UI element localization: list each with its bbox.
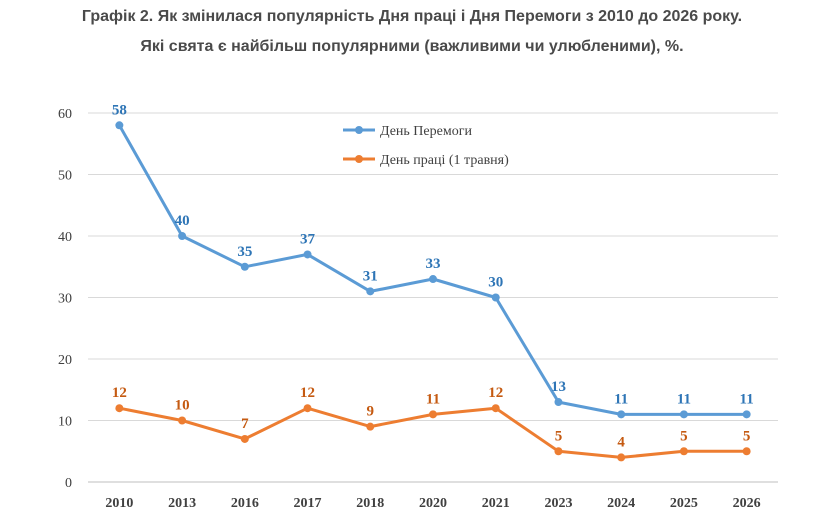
data-label: 5 <box>743 428 751 444</box>
x-tick-label: 2016 <box>231 496 259 511</box>
x-axis: 2010 2013 2016 2017 2018 2020 2021 2023 2024 2025… <box>105 496 760 511</box>
legend-marker <box>355 126 363 134</box>
data-point <box>429 410 437 419</box>
y-tick-label: 50 <box>58 169 72 184</box>
x-tick-label: 2017 <box>294 496 322 511</box>
data-point <box>742 447 751 456</box>
data-point <box>115 121 124 130</box>
data-point <box>491 404 500 413</box>
data-label: 12 <box>488 385 503 401</box>
data-label: 30 <box>488 275 503 291</box>
x-tick-label: 2024 <box>607 496 635 511</box>
data-point <box>554 398 563 407</box>
data-label: 31 <box>363 268 378 284</box>
data-point <box>491 293 500 302</box>
data-point <box>178 232 187 240</box>
data-label: 58 <box>112 102 127 118</box>
data-point <box>617 410 626 419</box>
data-label: 7 <box>241 416 249 432</box>
data-point <box>679 410 688 419</box>
data-label: 33 <box>426 256 441 272</box>
x-tick-label: 2020 <box>419 496 447 511</box>
x-tick-label: 2010 <box>105 496 133 511</box>
x-tick-label: 2025 <box>670 496 698 511</box>
data-point <box>742 410 751 419</box>
data-label: 5 <box>555 428 563 444</box>
data-point <box>366 422 375 431</box>
data-point <box>679 447 688 456</box>
data-label: 12 <box>300 385 315 401</box>
data-label: 4 <box>617 434 625 450</box>
y-tick-label: 10 <box>58 415 72 430</box>
gridlines <box>88 112 778 483</box>
legend: День Перемоги День праці (1 травня) <box>343 124 509 168</box>
x-tick-label: 2021 <box>482 496 510 511</box>
data-point <box>429 275 437 284</box>
data-label: 35 <box>237 244 252 260</box>
y-tick-label: 0 <box>65 476 72 491</box>
legend-label: День праці (1 травня) <box>380 153 509 168</box>
data-point <box>240 434 249 443</box>
legend-marker <box>355 155 363 163</box>
data-point <box>617 453 626 462</box>
data-label: 11 <box>426 391 440 407</box>
data-label: 40 <box>175 213 190 229</box>
legend-label: День Перемоги <box>380 124 472 139</box>
y-tick-label: 40 <box>58 230 72 245</box>
chart-subtitle: Які свята є найбільш популярними (важлив… <box>140 38 684 55</box>
chart-title: Графік 2. Як змінилася популярність Дня … <box>81 8 743 25</box>
y-axis: 0 10 20 30 40 50 60 <box>58 107 72 491</box>
data-point <box>554 447 563 456</box>
data-point <box>178 416 187 425</box>
data-label: 10 <box>175 398 190 414</box>
data-label: 13 <box>551 379 566 395</box>
series-lines <box>115 121 751 462</box>
data-label: 11 <box>614 391 628 407</box>
y-tick-label: 60 <box>58 107 72 122</box>
data-point <box>366 287 375 296</box>
x-tick-label: 2023 <box>544 496 572 511</box>
data-point <box>303 250 312 259</box>
data-labels: 58 40 35 37 31 33 30 13 11 11 11 12 10 7 12 9 11 12 5 4 5 5 <box>112 102 754 450</box>
data-point <box>115 404 124 413</box>
data-label: 37 <box>300 231 316 247</box>
y-tick-label: 20 <box>58 353 72 368</box>
data-label: 5 <box>680 428 688 444</box>
data-point <box>303 404 312 413</box>
x-tick-label: 2018 <box>356 496 384 511</box>
data-point <box>240 262 249 271</box>
y-tick-label: 30 <box>58 292 72 307</box>
data-label: 11 <box>677 391 691 407</box>
data-label: 12 <box>112 385 127 401</box>
data-label: 11 <box>740 391 754 407</box>
x-tick-label: 2026 <box>733 496 761 511</box>
x-tick-label: 2013 <box>168 496 196 511</box>
data-label: 9 <box>367 404 375 420</box>
